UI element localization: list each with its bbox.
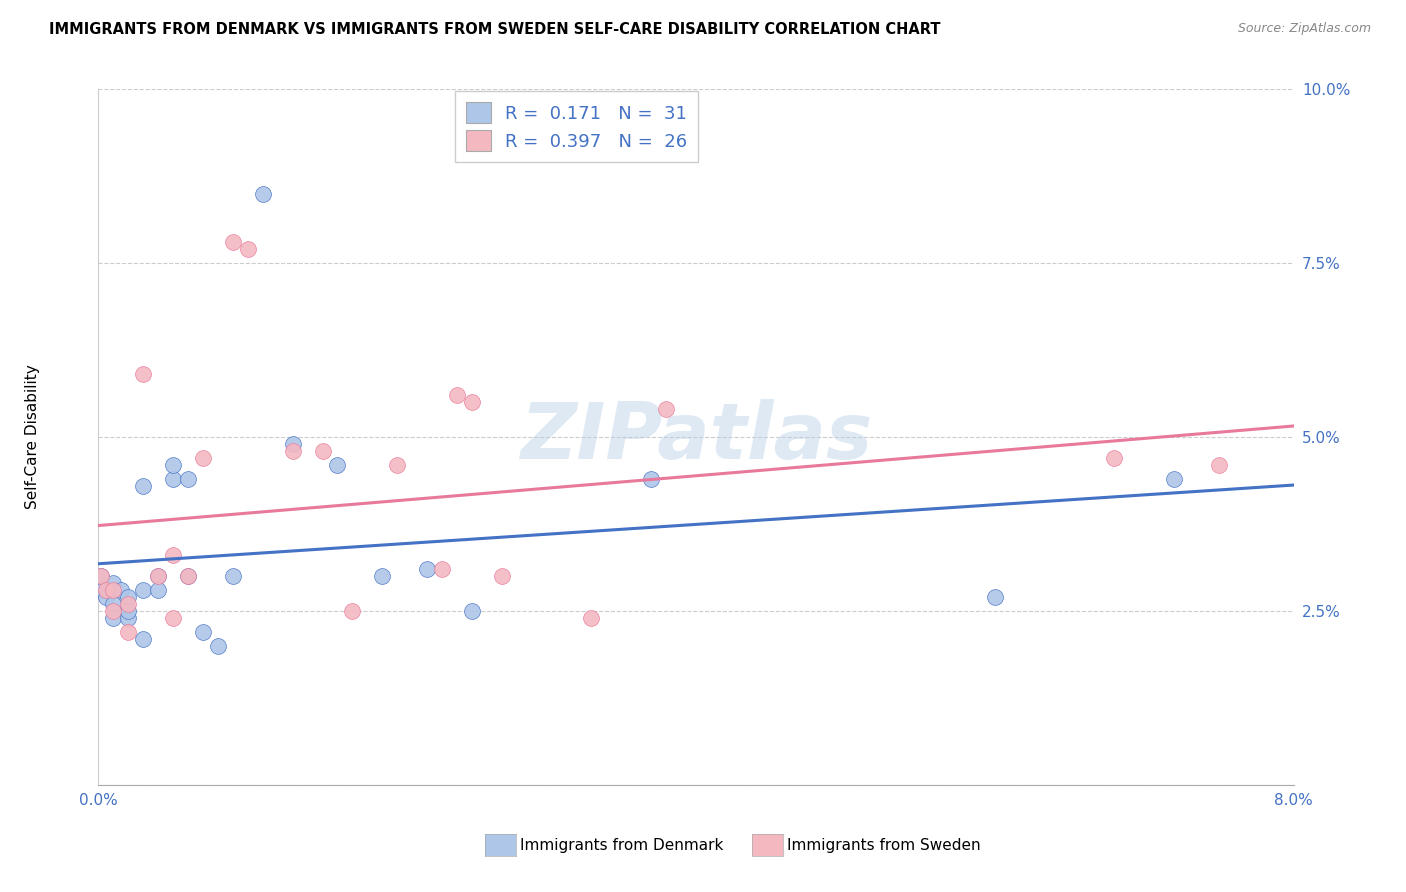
Point — [1163, 472, 1185, 486]
Point — [177, 472, 200, 486]
Point — [162, 611, 184, 625]
Point — [207, 639, 229, 653]
Point — [94, 583, 117, 598]
Point — [430, 562, 453, 576]
Point — [222, 235, 245, 250]
Point — [103, 604, 125, 618]
Point — [132, 583, 155, 598]
Point — [103, 611, 125, 625]
Point — [94, 590, 117, 604]
Point — [461, 604, 484, 618]
Point — [191, 624, 214, 639]
Point — [311, 444, 333, 458]
Text: Immigrants from Sweden: Immigrants from Sweden — [787, 838, 981, 853]
Point — [162, 472, 184, 486]
Point — [117, 624, 139, 639]
Text: Immigrants from Denmark: Immigrants from Denmark — [520, 838, 724, 853]
Point — [491, 569, 513, 583]
Point — [91, 583, 114, 598]
Point — [371, 569, 394, 583]
Point — [103, 597, 125, 611]
Point — [984, 590, 1007, 604]
Legend: R =  0.171   N =  31, R =  0.397   N =  26: R = 0.171 N = 31, R = 0.397 N = 26 — [454, 91, 699, 161]
Text: IMMIGRANTS FROM DENMARK VS IMMIGRANTS FROM SWEDEN SELF-CARE DISABILITY CORRELATI: IMMIGRANTS FROM DENMARK VS IMMIGRANTS FR… — [49, 22, 941, 37]
Point — [148, 569, 170, 583]
Point — [281, 444, 304, 458]
Point — [640, 472, 662, 486]
Text: ZIPatlas: ZIPatlas — [520, 399, 872, 475]
Point — [148, 569, 170, 583]
Point — [191, 450, 214, 465]
Point — [103, 583, 125, 598]
Point — [117, 590, 139, 604]
Point — [416, 562, 439, 576]
Point — [252, 186, 274, 201]
Point — [162, 549, 184, 563]
Point — [1208, 458, 1230, 472]
Point — [132, 368, 155, 382]
Point — [132, 632, 155, 646]
Point — [236, 242, 259, 256]
Text: Self-Care Disability: Self-Care Disability — [25, 365, 41, 509]
Point — [132, 479, 155, 493]
Point — [148, 583, 170, 598]
Point — [110, 583, 132, 598]
Point — [90, 569, 112, 583]
Point — [117, 604, 139, 618]
Point — [162, 458, 184, 472]
Point — [177, 569, 200, 583]
Point — [581, 611, 603, 625]
Point — [326, 458, 349, 472]
Text: Source: ZipAtlas.com: Source: ZipAtlas.com — [1237, 22, 1371, 36]
Point — [342, 604, 364, 618]
Point — [385, 458, 409, 472]
Point — [222, 569, 245, 583]
Point — [103, 576, 125, 591]
Point — [90, 569, 112, 583]
Point — [1104, 450, 1126, 465]
Point — [461, 395, 484, 409]
Point — [655, 402, 678, 417]
Point — [177, 569, 200, 583]
Point — [117, 611, 139, 625]
Point — [446, 388, 468, 402]
Point — [281, 437, 304, 451]
Point — [117, 597, 139, 611]
